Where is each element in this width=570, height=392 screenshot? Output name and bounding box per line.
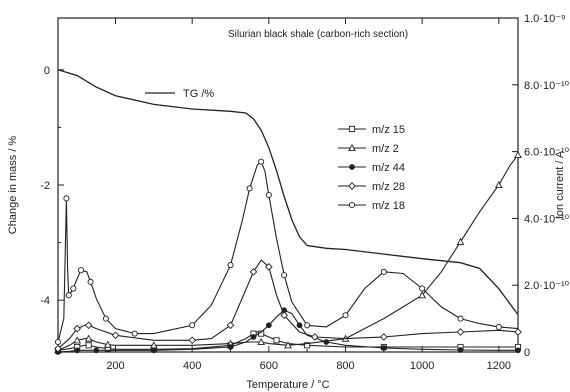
legend-label-tg: TG /% xyxy=(183,88,214,100)
triangle-marker xyxy=(73,336,82,344)
circle-marker xyxy=(380,268,387,275)
circle-marker xyxy=(419,285,426,292)
triangle-marker xyxy=(348,143,356,152)
diamond-marker xyxy=(84,321,93,330)
x-tick-label: 600 xyxy=(260,360,278,372)
diamond-marker xyxy=(348,182,356,190)
star-marker xyxy=(296,322,303,329)
triangle-marker xyxy=(284,341,292,349)
y-axis-right-label: Ion current / A xyxy=(554,150,566,219)
x-tick-label: 200 xyxy=(106,360,124,372)
plot-frame xyxy=(57,17,519,353)
triangle-marker xyxy=(514,150,522,158)
star-marker xyxy=(515,347,521,354)
circle-marker xyxy=(227,262,234,269)
star-marker xyxy=(250,334,257,340)
diamond-marker xyxy=(456,328,465,336)
y-left-tick-label: -4 xyxy=(40,295,50,307)
circle-marker xyxy=(342,312,349,319)
star-marker xyxy=(457,347,464,353)
circle-marker xyxy=(189,322,196,329)
series-layer xyxy=(54,69,522,355)
series-group-3 xyxy=(54,259,522,353)
square-marker xyxy=(273,337,280,344)
series-line xyxy=(57,154,519,351)
star-marker xyxy=(265,322,272,329)
series-group-4 xyxy=(54,158,519,346)
legend: TG /% m/z 15 m/z 2 m/z 44 m/z 28 m/z 18 xyxy=(145,88,405,212)
series-group-1 xyxy=(54,150,522,354)
series-line-tg xyxy=(57,69,519,315)
y-right-tick-label: 0 xyxy=(524,347,530,359)
circle-marker xyxy=(87,278,94,285)
circle-marker xyxy=(102,315,109,322)
diamond-marker xyxy=(514,328,522,336)
circle-marker xyxy=(63,195,70,202)
circle-marker xyxy=(265,191,272,199)
series-line xyxy=(57,160,519,343)
star-marker xyxy=(227,344,234,350)
legend-label: m/z 44 xyxy=(372,162,405,174)
legend-label: m/z 2 xyxy=(372,143,399,155)
circle-marker xyxy=(258,158,265,165)
star-marker xyxy=(93,347,100,354)
diamond-marker xyxy=(310,333,319,341)
triangle-marker xyxy=(456,237,465,245)
diamond-marker xyxy=(73,324,82,333)
circle-marker xyxy=(65,292,72,299)
y-left-tick-label: -2 xyxy=(40,180,50,192)
circle-marker xyxy=(54,338,62,346)
square-marker xyxy=(348,125,356,133)
circle-marker xyxy=(131,330,138,337)
diamond-marker xyxy=(226,321,235,330)
x-tick-label: 400 xyxy=(183,360,201,372)
diamond-marker xyxy=(249,268,258,276)
y-right-tick-label: 6.0·10⁻¹⁰ xyxy=(524,147,570,159)
diamond-marker xyxy=(280,311,289,320)
triangle-marker xyxy=(494,180,503,189)
square-marker xyxy=(304,342,311,349)
triangle-marker xyxy=(418,291,427,299)
x-tick-label: 800 xyxy=(336,360,354,372)
x-tick-label: 1200 xyxy=(487,360,511,372)
triangle-marker xyxy=(257,337,266,346)
y-axis-left-label: Change in mass / % xyxy=(7,136,19,235)
square-marker xyxy=(85,342,92,349)
legend-label: m/z 28 xyxy=(372,181,405,193)
diamond-marker xyxy=(379,333,388,341)
y-left-tick-label: 0 xyxy=(44,65,50,77)
legend-label: m/z 18 xyxy=(372,200,405,212)
y-right-tick-label: 1.0·10⁻⁹ xyxy=(524,13,566,25)
diamond-marker xyxy=(111,331,120,340)
triangle-marker xyxy=(84,334,93,342)
circle-marker xyxy=(281,272,288,279)
star-marker xyxy=(349,164,355,170)
triangle-marker xyxy=(103,340,112,348)
diamond-marker xyxy=(264,262,273,271)
series-line xyxy=(57,259,519,350)
star-marker xyxy=(323,339,330,345)
axes-layer: 200 400 600 800 1000 1200 0 -2 -4 0 2.0·10⁻¹⁰ 4.0·1… xyxy=(40,13,569,372)
star-marker xyxy=(74,347,81,354)
circle-marker xyxy=(246,185,253,192)
chart-title: Silurian black shale (carbon-rich sectio… xyxy=(228,29,408,40)
x-axis-label: Temperature / °C xyxy=(246,379,329,391)
circle-marker xyxy=(348,201,356,209)
legend-label: m/z 15 xyxy=(372,124,405,136)
circle-marker xyxy=(77,267,85,274)
star-marker xyxy=(380,345,387,351)
diamond-marker xyxy=(188,336,197,345)
y-right-tick-label: 8.0·10⁻¹⁰ xyxy=(524,80,570,92)
star-marker xyxy=(150,347,157,354)
circle-marker xyxy=(70,285,77,292)
circle-marker xyxy=(495,323,502,331)
circle-marker xyxy=(457,315,464,322)
x-tick-label: 1000 xyxy=(410,360,434,372)
y-right-tick-label: 2.0·10⁻¹⁰ xyxy=(524,280,570,292)
diamond-marker xyxy=(54,344,62,353)
y-right-tick-label: 4.0·10⁻¹⁰ xyxy=(524,213,570,225)
circle-marker xyxy=(304,322,311,329)
